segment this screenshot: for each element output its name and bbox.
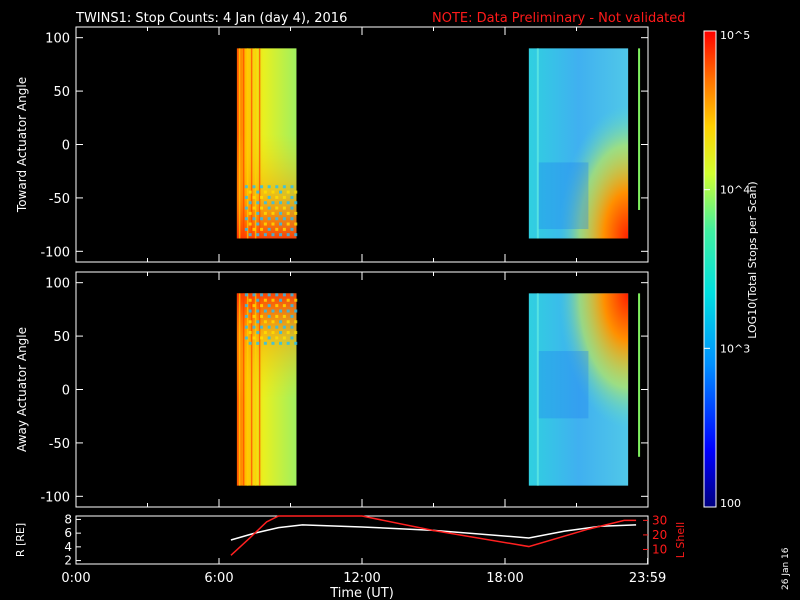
orbit-ytick-left: 2 xyxy=(64,554,72,568)
toward-panel: 100 50 0 -50 -100 Toward Actuator Angle xyxy=(15,26,649,263)
away-ytick-label: -100 xyxy=(40,490,70,505)
away-block-1 xyxy=(236,293,298,486)
toward-ytick-label: 100 xyxy=(45,32,70,47)
toward-ytick-label: -50 xyxy=(49,192,70,207)
orbit-ytick-left: 6 xyxy=(64,526,72,540)
orbit-ytick-right: 10 xyxy=(652,542,667,556)
toward-block-1 xyxy=(236,48,298,239)
toward-ytick-label: 50 xyxy=(53,85,70,100)
r-distance-line xyxy=(230,524,637,541)
toward-ytick-label: 0 xyxy=(62,139,70,154)
orbit-ylabel-left: R [RE] xyxy=(14,523,27,557)
orbit-ytick-right: 20 xyxy=(652,528,667,542)
toward-ytick-label: -100 xyxy=(40,245,70,260)
xtick-label: 18:00 xyxy=(486,571,523,586)
orbit-ytick-left: 8 xyxy=(64,512,72,526)
orbit-ylabel-right: L Shell xyxy=(674,522,687,558)
xtick-label: 0:00 xyxy=(61,571,90,586)
away-ytick-label: 50 xyxy=(53,330,70,345)
away-ytick-label: -50 xyxy=(49,437,70,452)
x-axis-label: Time (UT) xyxy=(329,586,394,600)
toward-ylabel: Toward Actuator Angle xyxy=(15,77,29,213)
colorbar: LOG10(Total Stops per Scan) 100 10^3 10^4 1… xyxy=(703,29,759,510)
colorbar-tick-label: 10^5 xyxy=(720,29,750,42)
colorbar-tick-label: 10^3 xyxy=(720,342,750,355)
preliminary-note: NOTE: Data Preliminary - Not validated xyxy=(432,11,686,26)
xtick-label: 6:00 xyxy=(204,571,233,586)
colorbar-tick-label: 100 xyxy=(720,497,741,510)
toward-thin-strip xyxy=(638,48,641,210)
side-date: 26 Jan 16 xyxy=(781,547,791,590)
orbit-ytick-right: 30 xyxy=(652,513,667,527)
away-thin-strip xyxy=(638,293,641,457)
colorbar-label: LOG10(Total Stops per Scan) xyxy=(746,181,759,338)
orbit-ytick-left: 4 xyxy=(64,540,72,554)
xtick-label: 12:00 xyxy=(343,571,380,586)
l-shell-line xyxy=(230,515,637,556)
colorbar-tick-label: 10^4 xyxy=(720,184,750,197)
away-ytick-label: 0 xyxy=(62,384,70,399)
away-ytick-label: 100 xyxy=(45,277,70,292)
away-block-2 xyxy=(528,293,629,486)
orbit-panel-frame xyxy=(75,515,649,565)
away-panel: 100 50 0 -50 -100 Away Actuator Angle xyxy=(15,271,649,508)
xtick-label: 23:59 xyxy=(629,571,666,586)
toward-block-2 xyxy=(528,48,629,239)
away-ylabel: Away Actuator Angle xyxy=(15,327,29,452)
colorbar-gradient xyxy=(703,30,717,508)
chart-title: TWINS1: Stop Counts: 4 Jan (day 4), 2016 xyxy=(75,11,347,26)
